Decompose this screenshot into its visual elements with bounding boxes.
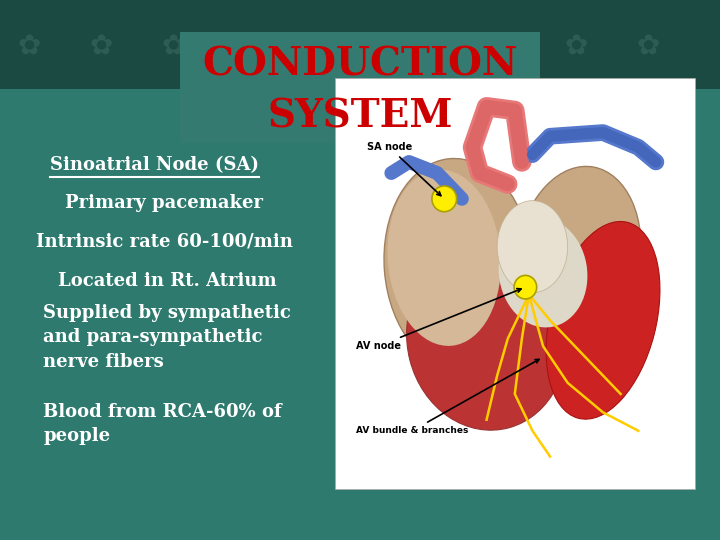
- Text: Sinoatrial Node (SA): Sinoatrial Node (SA): [50, 156, 259, 174]
- Text: Supplied by sympathetic
and para-sympathetic
nerve fibers: Supplied by sympathetic and para-sympath…: [43, 304, 291, 371]
- Text: AV node: AV node: [356, 288, 521, 351]
- Text: ✿: ✿: [492, 32, 516, 60]
- Text: ✿: ✿: [161, 32, 184, 60]
- Text: AV bundle & branches: AV bundle & branches: [356, 360, 539, 435]
- Text: CONDUCTION: CONDUCTION: [202, 46, 518, 84]
- FancyBboxPatch shape: [0, 0, 720, 89]
- Text: ✿: ✿: [233, 32, 256, 60]
- Text: ✿: ✿: [17, 32, 40, 60]
- Text: SYSTEM: SYSTEM: [267, 97, 453, 135]
- Ellipse shape: [384, 159, 533, 372]
- FancyBboxPatch shape: [335, 78, 695, 489]
- Text: Primary pacemaker: Primary pacemaker: [65, 193, 263, 212]
- Text: ✿: ✿: [564, 32, 588, 60]
- Circle shape: [514, 275, 536, 299]
- Text: ✿: ✿: [636, 32, 660, 60]
- Ellipse shape: [516, 166, 641, 349]
- Text: Blood from RCA-60% of
people: Blood from RCA-60% of people: [43, 403, 282, 445]
- Ellipse shape: [498, 201, 568, 293]
- Text: ✿: ✿: [89, 32, 112, 60]
- Ellipse shape: [499, 218, 588, 327]
- Ellipse shape: [407, 247, 567, 430]
- Text: Located in Rt. Atrium: Located in Rt. Atrium: [58, 272, 276, 290]
- FancyBboxPatch shape: [180, 32, 540, 143]
- Text: Intrinsic rate 60-100/min: Intrinsic rate 60-100/min: [36, 232, 293, 251]
- Text: ✿: ✿: [420, 32, 444, 60]
- Text: SA node: SA node: [366, 142, 441, 195]
- Circle shape: [432, 186, 456, 212]
- Ellipse shape: [546, 221, 660, 419]
- Ellipse shape: [387, 170, 501, 346]
